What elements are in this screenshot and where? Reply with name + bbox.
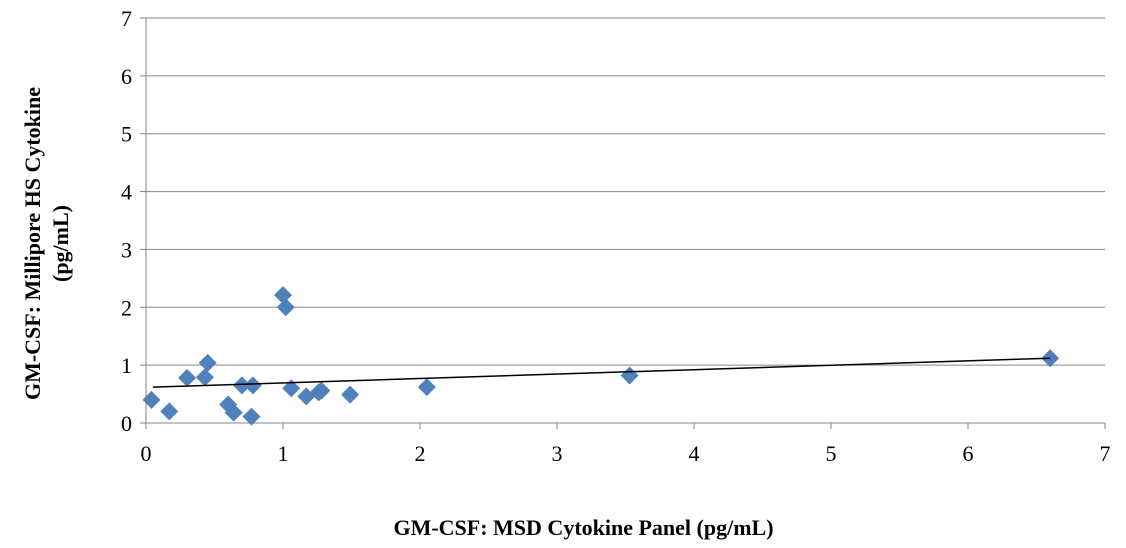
y-tick-label: 1 [121,353,132,378]
x-tick-label: 0 [141,441,152,466]
x-tick-label: 2 [415,441,426,466]
data-point [274,286,292,305]
x-tick-label: 6 [963,441,974,466]
y-tick-label: 0 [121,411,132,436]
x-tick-label: 7 [1100,441,1111,466]
data-point [232,376,251,395]
y-tick-label: 5 [121,122,132,147]
data-point [243,376,262,395]
data-point [276,298,295,317]
trendline [152,357,1051,388]
y-axis-title-line: GM-CSF: Millipore HS Cytokine [20,87,45,400]
x-tick-label: 3 [552,441,563,466]
data-point [620,366,639,385]
x-tick-label: 5 [826,441,837,466]
data-point [160,402,179,421]
data-point [198,353,217,372]
data-point [282,379,301,398]
y-axis-title: GM-CSF: Millipore HS Cytokine (pg/mL) [20,87,73,400]
data-point [178,368,197,387]
data-point [224,403,243,422]
x-tick-label: 1 [278,441,289,466]
data-point [312,381,331,400]
y-axis-title-line: (pg/mL) [48,205,73,282]
data-point [242,407,261,426]
y-tick-label: 7 [121,6,132,31]
y-tick-label: 4 [121,180,132,205]
data-point [417,378,436,397]
data-point [341,385,360,404]
y-tick-label: 6 [121,64,132,89]
y-tick-label: 2 [121,295,132,320]
x-tick-label: 4 [689,441,700,466]
x-axis-title: GM-CSF: MSD Cytokine Panel (pg/mL) [393,515,773,540]
data-point [142,390,161,409]
y-tick-label: 3 [121,237,132,262]
data-point [195,368,214,387]
